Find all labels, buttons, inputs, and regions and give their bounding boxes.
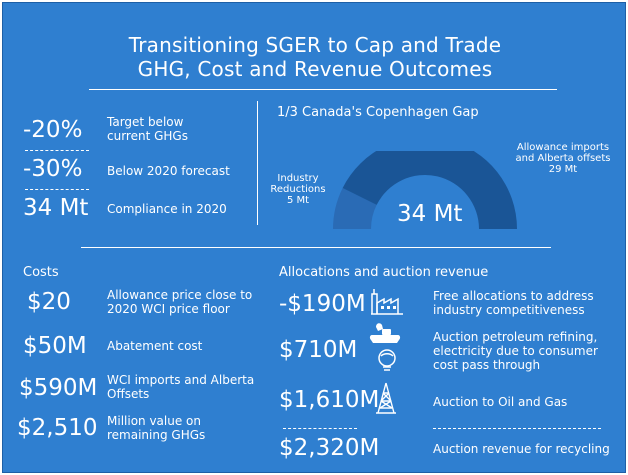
allocation-label-2-line-1: Auction petroleum refining, <box>433 330 598 344</box>
imports-offsets-label: Allowance imports and Alberta offsets 29… <box>509 142 617 175</box>
costs-heading: Costs <box>23 265 59 280</box>
allocation-divider-left <box>283 428 357 429</box>
allocation-value-2: $710M <box>279 337 358 363</box>
imports-label-line-1: Allowance imports <box>516 142 610 153</box>
industry-reductions-label: Industry Reductions 5 Mt <box>269 173 327 206</box>
imports-label-line-3: 29 Mt <box>548 164 578 175</box>
target-label-1-line-1: Target below <box>107 115 184 129</box>
cost-value-2: $50M <box>23 333 87 359</box>
title-line-1: Transitioning SGER to Cap and Trade <box>128 33 502 57</box>
target-value-1: -20% <box>23 117 83 143</box>
industry-label-line-2: Reductions <box>270 184 326 195</box>
gap-title: 1/3 Canada's Copenhagen Gap <box>277 105 479 120</box>
gauge-segment-imports <box>342 151 517 229</box>
allocation-label-2-line-3: cost pass through <box>433 358 541 372</box>
cost-label-4-line-2: remaining GHGs <box>107 428 206 442</box>
gap-total: 34 Mt <box>397 201 463 227</box>
imports-label-line-2: and Alberta offsets <box>515 153 611 164</box>
factory-icon <box>371 289 403 315</box>
cost-label-4: Million value on remaining GHGs <box>107 414 205 442</box>
allocation-label-1-line-2: industry competitiveness <box>433 303 585 317</box>
target-divider-2 <box>25 189 89 190</box>
target-value-2: -30% <box>23 156 83 182</box>
cost-label-4-line-1: Million value on <box>107 414 201 428</box>
target-label-1-line-2: current GHGs <box>107 129 188 143</box>
cost-label-1-line-1: Allowance price close to <box>107 288 253 302</box>
cost-label-1: Allowance price close to 2020 WCI price … <box>107 288 252 316</box>
allocations-heading: Allocations and auction revenue <box>279 265 489 280</box>
title-divider <box>89 89 557 90</box>
oil-derrick-icon <box>376 382 396 414</box>
gap-gauge <box>333 151 517 229</box>
gauge-segment-industry <box>333 187 377 229</box>
allocation-label-2: Auction petroleum refining, electricity … <box>433 330 598 372</box>
allocation-value-3: $1,610M <box>279 387 380 413</box>
cost-label-3-line-2: Offsets <box>107 387 150 401</box>
allocation-value-1: -$190M <box>279 291 366 317</box>
cost-label-2: Abatement cost <box>107 339 203 353</box>
target-divider-1 <box>25 150 89 151</box>
vertical-divider <box>257 101 258 225</box>
allocation-divider-right <box>433 428 601 429</box>
gas-pump-lightbulb-icon <box>369 323 401 371</box>
target-label-3: Compliance in 2020 <box>107 202 227 216</box>
cost-value-1: $20 <box>27 289 71 315</box>
allocation-label-4: Auction revenue for recycling <box>433 442 610 456</box>
allocation-label-1: Free allocations to address industry com… <box>433 289 594 317</box>
page-title: Transitioning SGER to Cap and Trade GHG,… <box>3 33 627 81</box>
target-label-1: Target below current GHGs <box>107 115 188 143</box>
target-value-3: 34 Mt <box>23 195 89 221</box>
cost-label-3: WCI imports and Alberta Offsets <box>107 373 254 401</box>
cost-label-3-line-1: WCI imports and Alberta <box>107 373 255 387</box>
mid-divider <box>81 247 551 248</box>
cost-value-4: $2,510 <box>17 415 98 441</box>
cost-label-1-line-2: 2020 WCI price floor <box>107 302 230 316</box>
industry-label-line-1: Industry <box>277 173 319 184</box>
allocation-label-2-line-2: electricity due to consumer <box>433 344 598 358</box>
target-label-2: Below 2020 forecast <box>107 164 230 178</box>
allocation-label-1-line-1: Free allocations to address <box>433 289 594 303</box>
cost-value-3: $590M <box>19 375 98 401</box>
title-line-2: GHG, Cost and Revenue Outcomes <box>137 57 493 81</box>
allocation-label-3: Auction to Oil and Gas <box>433 395 568 409</box>
industry-label-line-3: 5 Mt <box>286 195 310 206</box>
allocation-value-4: $2,320M <box>279 435 380 461</box>
